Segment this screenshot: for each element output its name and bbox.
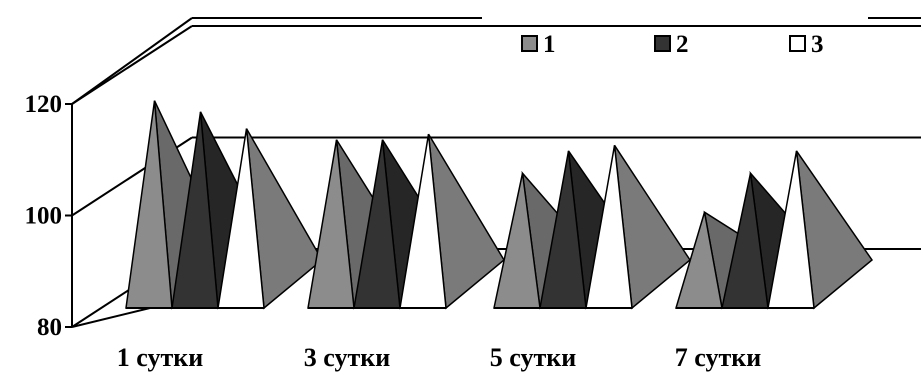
legend-swatch-1 [521,35,538,52]
legend-label: 1 [543,31,556,58]
legend-label: 2 [676,31,689,58]
x-category-label: 1 сутки [117,343,203,372]
x-category-label: 7 сутки [675,343,761,372]
legend-swatch-2 [654,35,671,52]
x-category-label: 3 сутки [304,343,390,372]
y-tick-label: 120 [25,91,63,118]
wall-edge-left [71,17,193,105]
y-tick-label: 100 [25,203,63,230]
x-category-label: 5 сутки [490,343,576,372]
y-tick-label: 80 [37,314,62,341]
legend-swatch-3 [789,35,806,52]
floor-edge [71,307,151,328]
gridline-diag [71,25,193,105]
legend-label: 3 [811,31,824,58]
